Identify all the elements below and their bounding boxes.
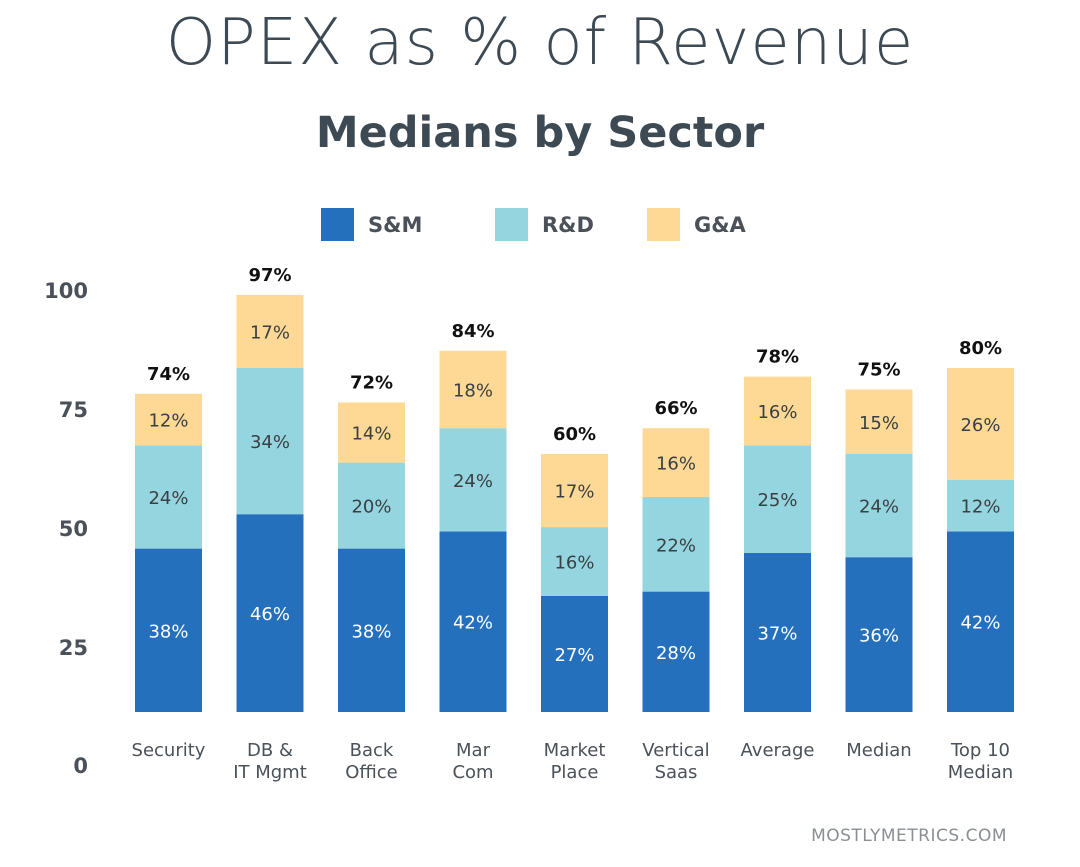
legend-swatch-ga (647, 208, 680, 241)
legend-label-ga: G&A (694, 212, 746, 237)
bar-segment-sm (845, 557, 913, 712)
bar-data-label: 42% (960, 613, 1000, 634)
bar-data-label: 16% (656, 454, 696, 475)
bar-data-label: 26% (960, 415, 1000, 436)
x-category-label: Place (551, 762, 599, 783)
bar-segment-sm (541, 595, 608, 712)
bar-segment-rd (439, 428, 507, 532)
bar-total-label: 60% (553, 424, 596, 445)
bar-total-label: 84% (451, 321, 494, 342)
bar-segment-ga (744, 376, 811, 446)
bar-segment-sm (642, 591, 710, 712)
bar-data-label: 46% (250, 604, 290, 625)
legend-label-rd: R&D (542, 212, 594, 237)
watermark: MOSTLYMETRICS.COM (811, 826, 1007, 846)
y-tick-label: 100 (44, 279, 88, 303)
x-category-label: Top 10 (950, 740, 1010, 761)
bar-segment-rd (642, 497, 710, 592)
legend-item-ga: G&A (647, 208, 746, 241)
chart-subtitle: Medians by Sector (315, 108, 765, 158)
bar-segment-sm (439, 531, 507, 712)
bar-segment-ga (541, 454, 608, 528)
bar-data-label: 24% (859, 497, 899, 518)
bar-data-label: 12% (148, 411, 188, 432)
bar-data-label: 14% (351, 424, 391, 445)
x-category-label: Market (544, 740, 606, 761)
bar-data-label: 25% (757, 490, 797, 511)
legend-item-sm: S&M (321, 208, 422, 241)
bar-data-label: 38% (351, 621, 391, 642)
x-category-label: Security (132, 740, 206, 761)
bar-data-label: 24% (453, 471, 493, 492)
chart-title: OPEX as % of Revenue (165, 6, 915, 80)
bar-segment-ga (439, 350, 507, 429)
bar-segment-rd (135, 445, 202, 549)
legend-swatch-sm (321, 208, 354, 241)
x-category-label: Average (741, 740, 815, 761)
bar-segment-rd (845, 454, 913, 558)
x-category-label: Saas (655, 762, 698, 783)
bar-data-label: 16% (757, 402, 797, 423)
y-tick-label: 0 (73, 754, 88, 778)
bar-total-label: 66% (654, 398, 697, 419)
bar-data-label: 37% (757, 623, 797, 644)
bar-data-label: 18% (453, 381, 493, 402)
bar-segment-ga (135, 393, 202, 446)
bar-data-label: 36% (859, 626, 899, 647)
bar-total-label: 78% (756, 347, 799, 368)
x-category-label: Vertical (642, 740, 709, 761)
bar-data-label: 38% (148, 621, 188, 642)
y-tick-label: 75 (59, 398, 88, 422)
x-category-label: DB & (247, 740, 293, 761)
bar-segment-sm (135, 548, 202, 712)
bar-total-label: 75% (857, 360, 900, 381)
legend: S&M R&D G&A (0, 208, 1080, 244)
bar-segment-rd (541, 527, 608, 596)
bar-total-label: 80% (959, 338, 1002, 359)
bar-segment-rd (338, 462, 405, 549)
x-category-label: Mar (456, 740, 491, 761)
x-category-label: IT Mgmt (233, 762, 307, 783)
bar-segment-rd (744, 445, 811, 553)
x-category-label: Com (452, 762, 493, 783)
bar-data-label: 24% (148, 488, 188, 509)
bar-data-label: 17% (554, 482, 594, 503)
bar-total-label: 74% (147, 364, 190, 385)
y-tick-label: 50 (59, 517, 88, 541)
bar-data-label: 42% (453, 613, 493, 634)
bar-total-label: 72% (350, 372, 393, 393)
bar-segment-rd (236, 368, 304, 515)
bar-segment-sm (236, 514, 304, 712)
legend-item-rd: R&D (495, 208, 594, 241)
bar-segment-ga (236, 294, 304, 368)
bar-segment-ga (338, 402, 405, 463)
bar-data-label: 28% (656, 643, 696, 664)
x-category-label: Median (948, 762, 1013, 783)
bar-data-label: 16% (554, 553, 594, 574)
bar-segment-ga (845, 389, 913, 454)
legend-label-sm: S&M (368, 212, 423, 237)
bar-segment-sm (338, 548, 405, 712)
bar-data-label: 20% (351, 497, 391, 518)
bar-data-label: 15% (859, 413, 899, 434)
bar-segment-sm (744, 552, 811, 712)
y-tick-label: 25 (59, 636, 88, 660)
bar-data-label: 17% (250, 322, 290, 343)
bar-segment-sm (947, 531, 1014, 712)
x-category-label: Median (846, 740, 911, 761)
bar-segment-rd (947, 479, 1014, 532)
bar-segment-ga (642, 428, 710, 497)
legend-swatch-rd (495, 208, 528, 241)
bar-data-label: 34% (250, 432, 290, 453)
bar-data-label: 22% (656, 535, 696, 556)
bar-total-label: 97% (248, 265, 291, 286)
bar-data-label: 27% (554, 645, 594, 666)
bar-segment-ga (947, 368, 1014, 480)
x-category-label: Back (350, 740, 394, 761)
bar-data-label: 12% (960, 497, 1000, 518)
x-category-label: Office (345, 762, 398, 783)
